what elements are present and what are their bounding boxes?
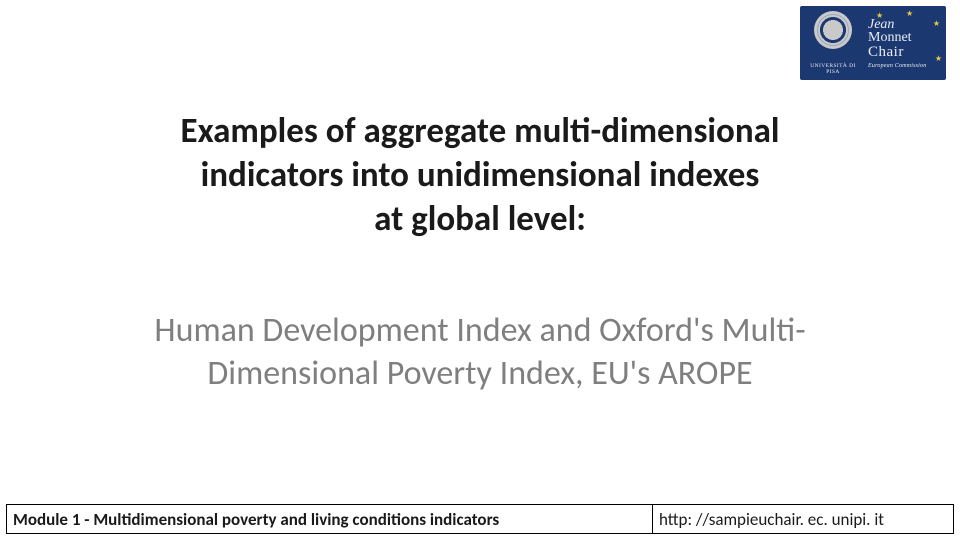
- title-line3: at global level:: [60, 198, 900, 242]
- star-icon: ★: [876, 11, 883, 20]
- subtitle-line1: Human Development Index and Oxford's Mul…: [40, 310, 920, 353]
- footer-url: http: //sampieuchair. ec. unipi. it: [652, 504, 954, 534]
- title-line2: indicators into unidimensional indexes: [60, 154, 900, 198]
- logo-left: UNIVERSITÀ DI PISA: [804, 9, 862, 77]
- logo-right: ★ ★ ★ ★ Jean Monnet Chair European Commi…: [866, 9, 942, 77]
- logo-badge: UNIVERSITÀ DI PISA ★ ★ ★ ★ Jean Monnet C…: [800, 6, 946, 80]
- footer: Module 1 - Multidimensional poverty and …: [6, 504, 954, 534]
- logo-subline: European Commission: [868, 63, 926, 69]
- logo-line2: Monnet: [868, 31, 912, 45]
- title-line1: Examples of aggregate multi-dimensional: [60, 110, 900, 154]
- footer-module-label: Module 1 - Multidimensional poverty and …: [6, 504, 652, 534]
- university-label: UNIVERSITÀ DI PISA: [804, 64, 862, 77]
- slide-subtitle: Human Development Index and Oxford's Mul…: [0, 310, 960, 395]
- star-icon: ★: [933, 19, 940, 28]
- subtitle-line2: Dimensional Poverty Index, EU's AROPE: [40, 353, 920, 396]
- logo-line3: Chair: [868, 45, 904, 60]
- star-icon: ★: [935, 54, 942, 63]
- slide: UNIVERSITÀ DI PISA ★ ★ ★ ★ Jean Monnet C…: [0, 0, 960, 540]
- star-icon: ★: [906, 9, 913, 18]
- university-seal-icon: [814, 11, 852, 49]
- slide-title: Examples of aggregate multi-dimensional …: [0, 110, 960, 241]
